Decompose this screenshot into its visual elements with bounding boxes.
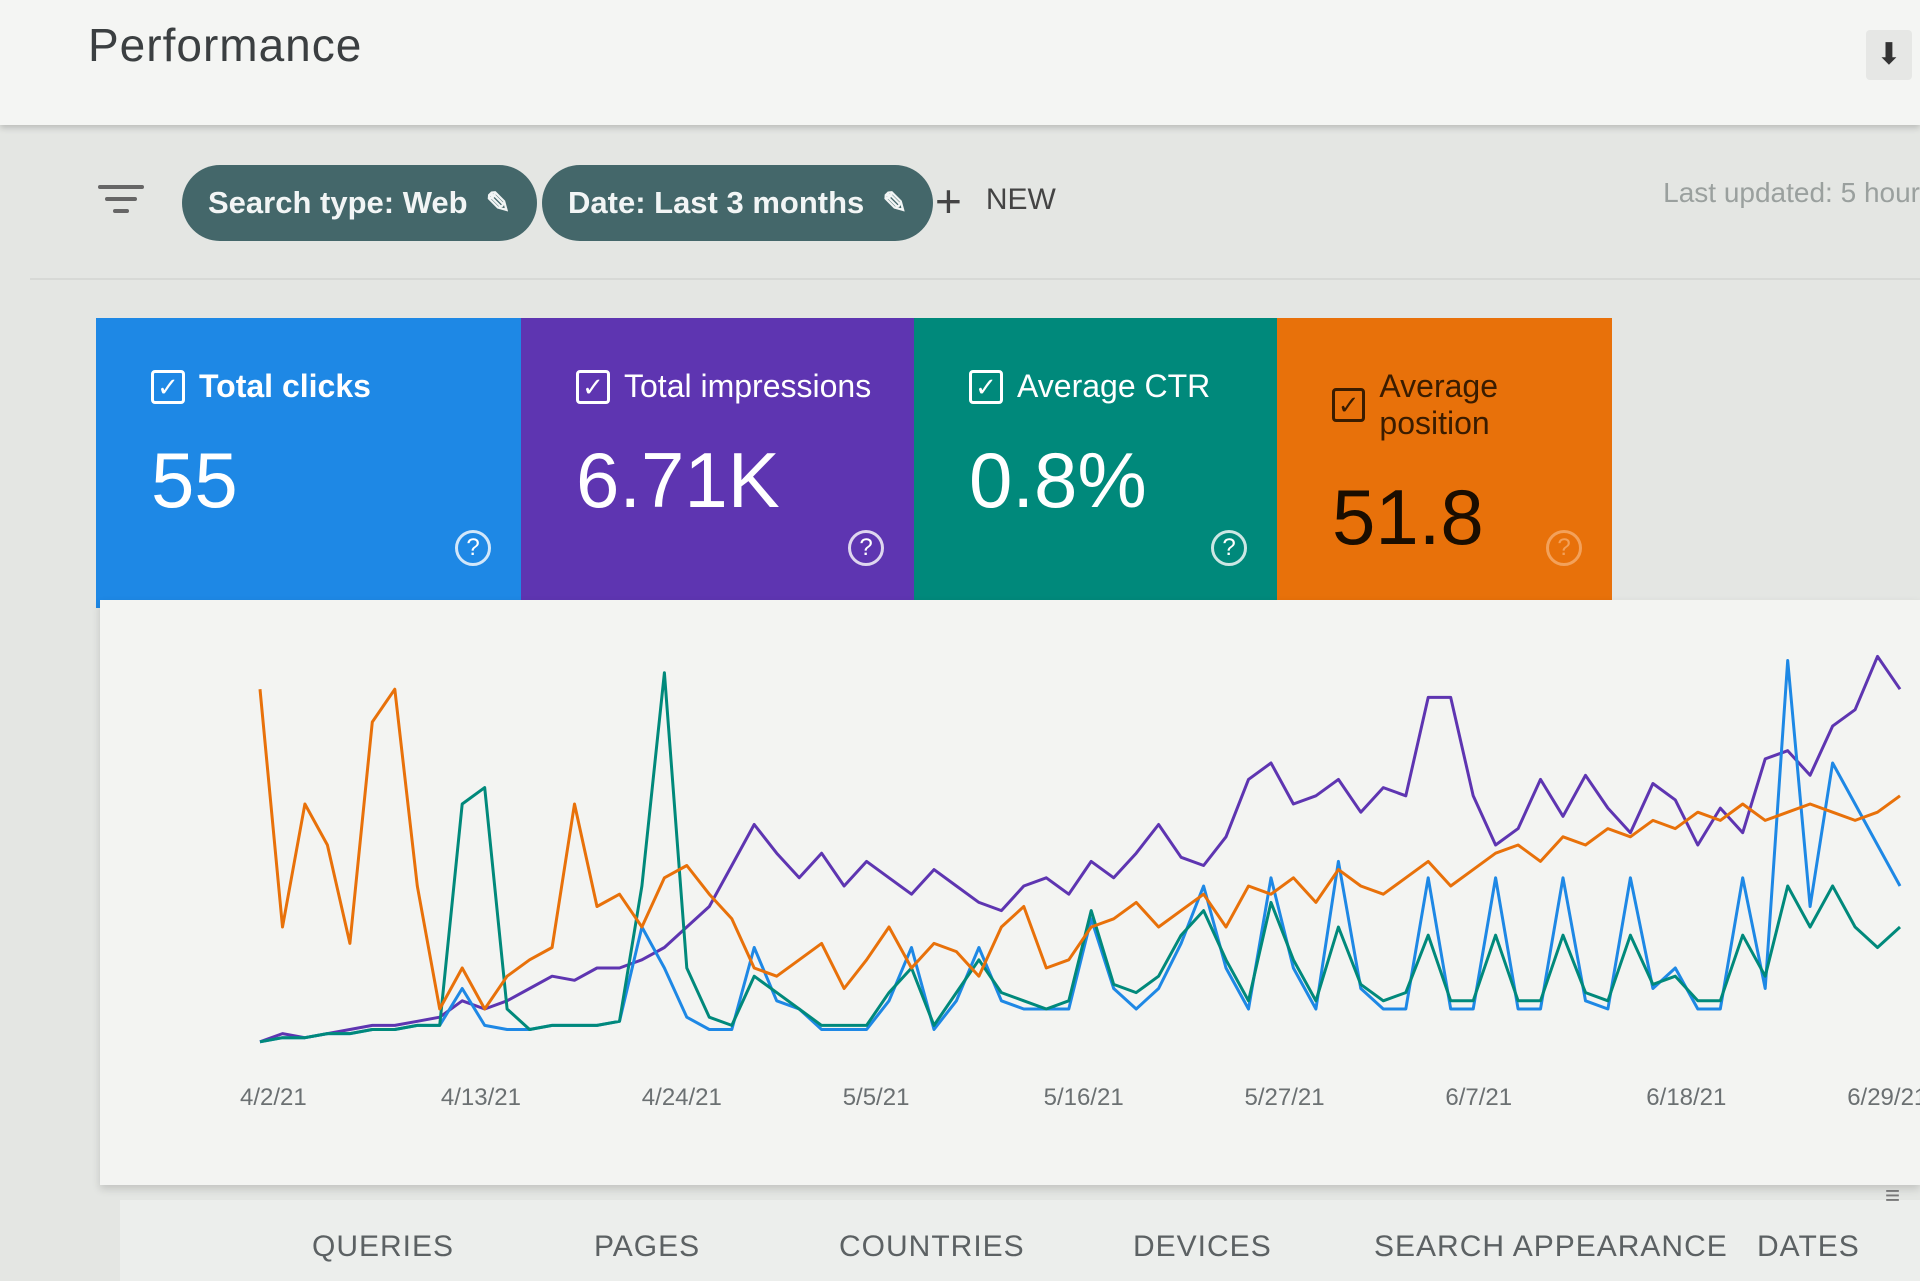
download-icon[interactable]: ⬇ — [1866, 30, 1912, 80]
edit-icon: ✎ — [485, 187, 511, 220]
x-tick-label: 6/18/21 — [1646, 1084, 1726, 1111]
plus-icon: + — [935, 175, 962, 228]
last-updated: Last updated: 5 hour — [1663, 177, 1920, 208]
page-title: Performance — [88, 19, 363, 71]
metric-cards: ✓ Total clicks 55 ? ✓ Total impressions 6.… — [96, 318, 1612, 608]
help-icon[interactable]: ? — [848, 530, 884, 566]
x-tick-label: 5/5/21 — [843, 1084, 910, 1111]
series-line-average-ctr — [259, 671, 1902, 1044]
new-label: NEW — [985, 183, 1056, 216]
edit-icon: ✎ — [882, 187, 908, 220]
x-tick-label: 4/2/21 — [240, 1084, 307, 1111]
performance-chart: 4/2/21 4/13/21 4/24/21 5/5/21 5/16/21 5/27/21… — [100, 600, 1920, 1185]
tab-pages[interactable]: PAGES — [594, 1230, 701, 1263]
page-header: Performance ⬇ — [0, 0, 1920, 125]
line-chart: 4/2/21 4/13/21 4/24/21 5/5/21 5/16/21 5/27/21… — [240, 654, 1920, 1111]
new-filter-button[interactable]: + NEW — [935, 170, 1056, 231]
tab-devices[interactable]: DEVICES — [1133, 1230, 1272, 1263]
metric-value: 51.8 — [1332, 473, 1484, 561]
filter-icon[interactable] — [98, 185, 144, 221]
help-icon[interactable]: ? — [1546, 530, 1582, 566]
series-line-average-position — [258, 687, 1901, 1011]
x-tick-label: 6/7/21 — [1445, 1084, 1512, 1111]
metric-card-average-position[interactable]: ✓ Average position 51.8 ? — [1277, 318, 1612, 608]
metric-label: Total impressions — [624, 368, 872, 404]
filter-bar: Search type: Web ✎ Date: Last 3 months ✎ +… — [30, 130, 1920, 280]
tab-search-appearance[interactable]: SEARCH APPEARANCE — [1374, 1230, 1728, 1263]
metric-card-total-impressions[interactable]: ✓ Total impressions 6.71K ? — [521, 318, 914, 608]
metric-label: Total clicks — [199, 368, 371, 404]
checkbox-icon[interactable]: ✓ — [1332, 388, 1366, 422]
checkbox-icon[interactable]: ✓ — [151, 369, 185, 404]
metric-value: 0.8% — [969, 436, 1147, 524]
metric-label: Average CTR — [1017, 368, 1211, 404]
tab-queries[interactable]: QUERIES — [312, 1230, 455, 1263]
search-type-chip[interactable]: Search type: Web ✎ — [182, 165, 537, 241]
help-icon[interactable]: ? — [1211, 530, 1247, 566]
chip-label: Search type: Web — [208, 185, 468, 220]
metric-value: 6.71K — [576, 436, 780, 524]
tab-dates[interactable]: DATES — [1757, 1230, 1860, 1263]
x-tick-label: 5/27/21 — [1245, 1084, 1325, 1111]
metric-label: Average position — [1379, 368, 1498, 441]
dimension-tabs: QUERIES PAGES COUNTRIES DEVICES SEARCH A… — [120, 1200, 1920, 1281]
checkbox-icon[interactable]: ✓ — [969, 369, 1003, 404]
chip-label: Date: Last 3 months — [568, 185, 865, 220]
x-tick-label: 4/24/21 — [642, 1084, 722, 1111]
help-icon[interactable]: ? — [455, 530, 491, 566]
x-tick-label: 5/16/21 — [1044, 1084, 1124, 1111]
checkbox-icon[interactable]: ✓ — [576, 369, 610, 404]
metric-card-total-clicks[interactable]: ✓ Total clicks 55 ? — [96, 318, 521, 608]
metric-value: 55 — [151, 436, 238, 524]
date-range-chip[interactable]: Date: Last 3 months ✎ — [542, 165, 934, 241]
x-tick-label: 4/13/21 — [441, 1084, 521, 1111]
filter-icon[interactable]: ≡ — [1884, 1180, 1900, 1210]
series-line-total-impressions — [259, 654, 1902, 1044]
x-tick-label: 6/29/21 — [1847, 1084, 1920, 1111]
tab-countries[interactable]: COUNTRIES — [839, 1230, 1025, 1263]
metric-card-average-ctr[interactable]: ✓ Average CTR 0.8% ? — [914, 318, 1277, 608]
